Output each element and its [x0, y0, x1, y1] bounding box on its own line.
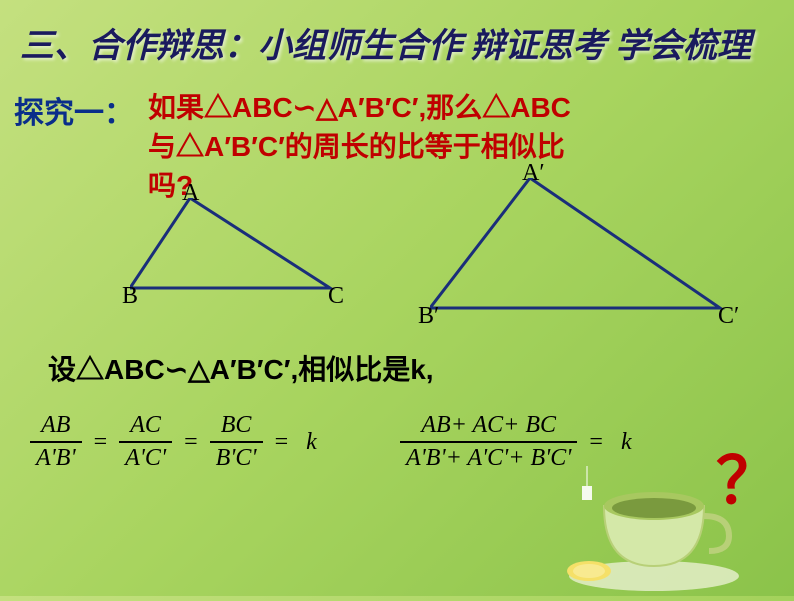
triangle-abc-shape	[130, 198, 330, 288]
vertex-b: B	[122, 283, 138, 310]
vertex-a: A	[182, 180, 199, 207]
vertex-c: C	[328, 283, 344, 310]
frac-ac-den: A'C'	[119, 443, 172, 474]
frac-ac-num: AC	[119, 410, 172, 443]
frac-ab-num: AB	[30, 410, 82, 443]
explore-label: 探究一：	[14, 88, 134, 132]
teacup-svg	[554, 446, 754, 596]
teacup-decoration	[554, 446, 754, 596]
triangle-abc-svg	[130, 198, 340, 298]
triangle-aprime-svg	[430, 178, 730, 318]
tea-surface	[612, 498, 696, 518]
frac-ab-den: A'B'	[30, 443, 82, 474]
cup-handle	[704, 516, 729, 551]
result-k1: k	[300, 429, 323, 456]
lemon-inner	[573, 564, 605, 578]
question-line1: 如果△ABC∽△A′B′C′,那么△ABC	[148, 92, 571, 123]
triangle-abc: A B C	[130, 198, 340, 303]
vertex-c-prime: C′	[718, 303, 739, 330]
question-line2: 与△A′B′C′的周长的比等于相似比	[148, 131, 565, 162]
eq3: =	[269, 429, 295, 456]
triangle-aprime-shape	[430, 178, 720, 308]
frac-ac: AC A'C'	[119, 410, 172, 474]
vertex-a-prime: A′	[522, 160, 545, 187]
eq1: =	[88, 429, 114, 456]
frac-bc: BC B'C'	[210, 410, 263, 474]
teabag	[582, 486, 592, 500]
frac-perimeter-num: AB+ AC+ BC	[400, 410, 577, 443]
formula-ratios: AB A'B' = AC A'C' = BC B'C' = k	[30, 410, 323, 474]
triangle-aprime: A′ B′ C′	[430, 178, 730, 323]
frac-bc-num: BC	[210, 410, 263, 443]
vertex-b-prime: B′	[418, 303, 439, 330]
eq2: =	[178, 429, 204, 456]
frac-bc-den: B'C'	[210, 443, 263, 474]
frac-ab: AB A'B'	[30, 410, 82, 474]
frac-perimeter: AB+ AC+ BC A'B'+ A'C'+ B'C'	[400, 410, 577, 474]
section-title: 三、合作辩思：小组师生合作 辩证思考 学会梳理	[20, 18, 751, 67]
frac-perimeter-den: A'B'+ A'C'+ B'C'	[400, 443, 577, 474]
statement-text: 设△ABC∽△A′B′C′,相似比是k,	[48, 348, 434, 388]
